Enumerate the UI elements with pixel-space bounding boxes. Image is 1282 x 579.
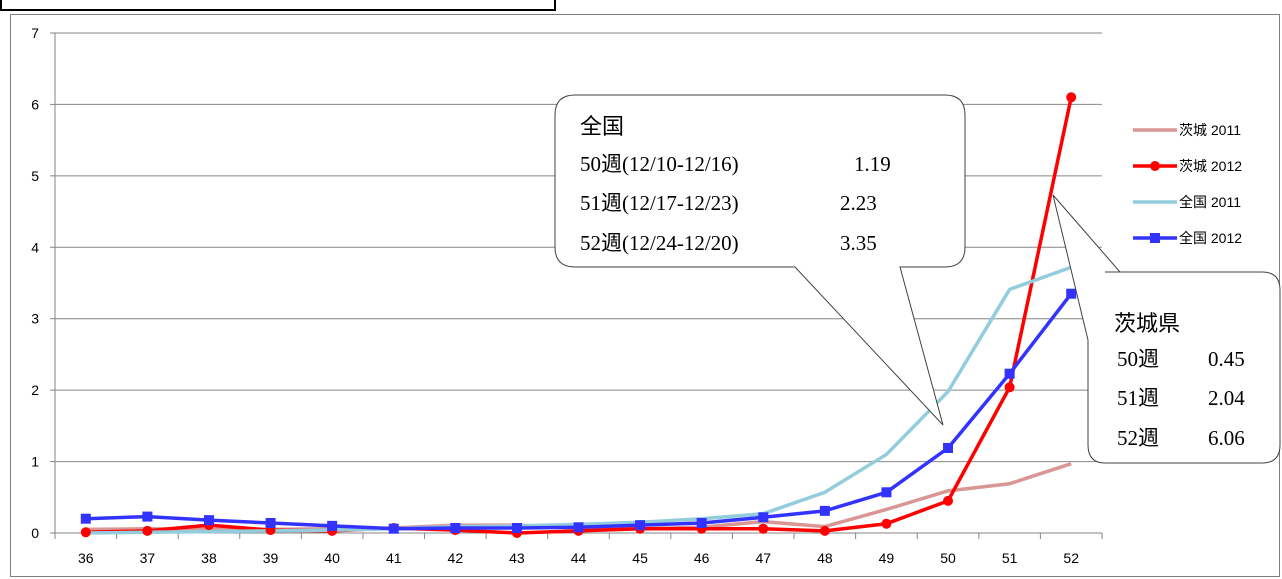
national-callout-value-3: 3.35 <box>840 231 877 255</box>
x-tick-label-41: 41 <box>386 550 402 566</box>
ibaraki-callout-line-2: 51週 <box>1117 386 1159 410</box>
national-callout-line-2: 51週(12/17-12/23) <box>580 191 739 215</box>
y-tick-label-7: 7 <box>31 25 39 41</box>
x-tick-label-43: 43 <box>509 550 525 566</box>
y-tick-label-3: 3 <box>31 311 39 327</box>
series-1-point <box>881 518 892 529</box>
x-tick-label-36: 36 <box>78 550 94 566</box>
legend-label-3: 全国 2012 <box>1179 230 1242 246</box>
x-tick-label-39: 39 <box>263 550 279 566</box>
series-1-point <box>943 495 954 506</box>
series-3-point <box>450 523 461 533</box>
series-3-point <box>881 487 892 498</box>
legend-marker-3 <box>1150 233 1160 243</box>
series-1-point <box>758 523 769 534</box>
series-3-point <box>511 523 522 533</box>
series-3-point <box>943 443 954 453</box>
x-tick-label-44: 44 <box>571 550 587 566</box>
ibaraki-callout-title: 茨城県 <box>1114 311 1180 336</box>
y-tick-label-4: 4 <box>31 239 39 255</box>
series-3-point <box>758 512 769 523</box>
ibaraki-callout-line-1: 50週 <box>1117 347 1159 371</box>
series-lines <box>80 92 1077 538</box>
x-tick-label-46: 46 <box>694 550 710 566</box>
series-3-point <box>80 513 91 524</box>
y-tick-label-5: 5 <box>31 168 39 184</box>
national-callout-bubble <box>554 94 966 426</box>
x-tick-label-47: 47 <box>755 550 771 566</box>
ibaraki-callout-bubble <box>1052 194 1281 464</box>
series-line-3 <box>85 292 1073 531</box>
series-1-point <box>1004 382 1015 393</box>
y-axis: 0 1 2 3 4 5 6 7 <box>31 25 56 541</box>
series-3-point <box>327 520 338 531</box>
series-1-point <box>1066 92 1077 103</box>
x-tick-label-49: 49 <box>879 550 895 566</box>
title-box <box>0 0 556 11</box>
x-tick-label-42: 42 <box>448 550 464 566</box>
legend: 茨城 2011 茨城 2012 全国 2011 全国 2012 <box>1133 122 1242 246</box>
x-tick-label-45: 45 <box>632 550 648 566</box>
x-tick-label-40: 40 <box>324 550 340 566</box>
national-callout-line-1: 50週(12/10-12/16) <box>580 152 739 176</box>
legend-marker-1 <box>1150 161 1160 171</box>
x-tick-label-50: 50 <box>940 550 956 566</box>
series-3-point <box>819 505 830 516</box>
national-callout-value-2: 2.23 <box>840 191 877 215</box>
series-3-point <box>1004 368 1015 379</box>
series-1-point <box>80 527 91 538</box>
x-tick-label-38: 38 <box>201 550 217 566</box>
y-tick-label-6: 6 <box>31 96 39 112</box>
series-3-point <box>635 520 646 531</box>
national-callout-line-3: 52週(12/24-12/20) <box>580 231 739 255</box>
x-tick-label-52: 52 <box>1063 550 1079 566</box>
series-3-point <box>696 518 707 528</box>
ibaraki-callout-value-3: 6.06 <box>1208 426 1245 450</box>
national-callout: 全国 50週(12/10-12/16) 1.19 51週(12/17-12/23… <box>554 94 966 426</box>
national-callout-value-1: 1.19 <box>854 152 891 176</box>
y-tick-label-0: 0 <box>31 525 39 541</box>
x-axis: 36 37 38 39 40 41 42 43 44 45 46 47 48 49 50 51 52 <box>54 532 1103 566</box>
ibaraki-callout-value-2: 2.04 <box>1208 386 1245 410</box>
series-3-point <box>203 515 214 526</box>
series-1-point <box>142 525 153 536</box>
x-tick-label-48: 48 <box>817 550 833 566</box>
y-tick-label-1: 1 <box>31 454 39 470</box>
series-1-point <box>819 525 830 536</box>
series-3-point <box>142 511 153 522</box>
x-tick-label-37: 37 <box>140 550 156 566</box>
series-3-point <box>388 523 399 534</box>
ibaraki-callout: 茨城県 50週 0.45 51週 2.04 52週 6.06 <box>1052 194 1281 464</box>
series-3-point <box>1066 288 1077 299</box>
legend-label-0: 茨城 2011 <box>1179 122 1241 138</box>
legend-label-2: 全国 2011 <box>1179 194 1241 210</box>
national-callout-title: 全国 <box>580 114 624 139</box>
x-tick-label-51: 51 <box>1002 550 1018 566</box>
ibaraki-callout-line-3: 52週 <box>1117 426 1159 450</box>
series-3-point <box>573 522 584 533</box>
y-tick-label-2: 2 <box>31 382 39 398</box>
series-3-point <box>265 518 276 528</box>
ibaraki-callout-value-1: 0.45 <box>1208 347 1245 371</box>
legend-label-1: 茨城 2012 <box>1179 158 1242 174</box>
